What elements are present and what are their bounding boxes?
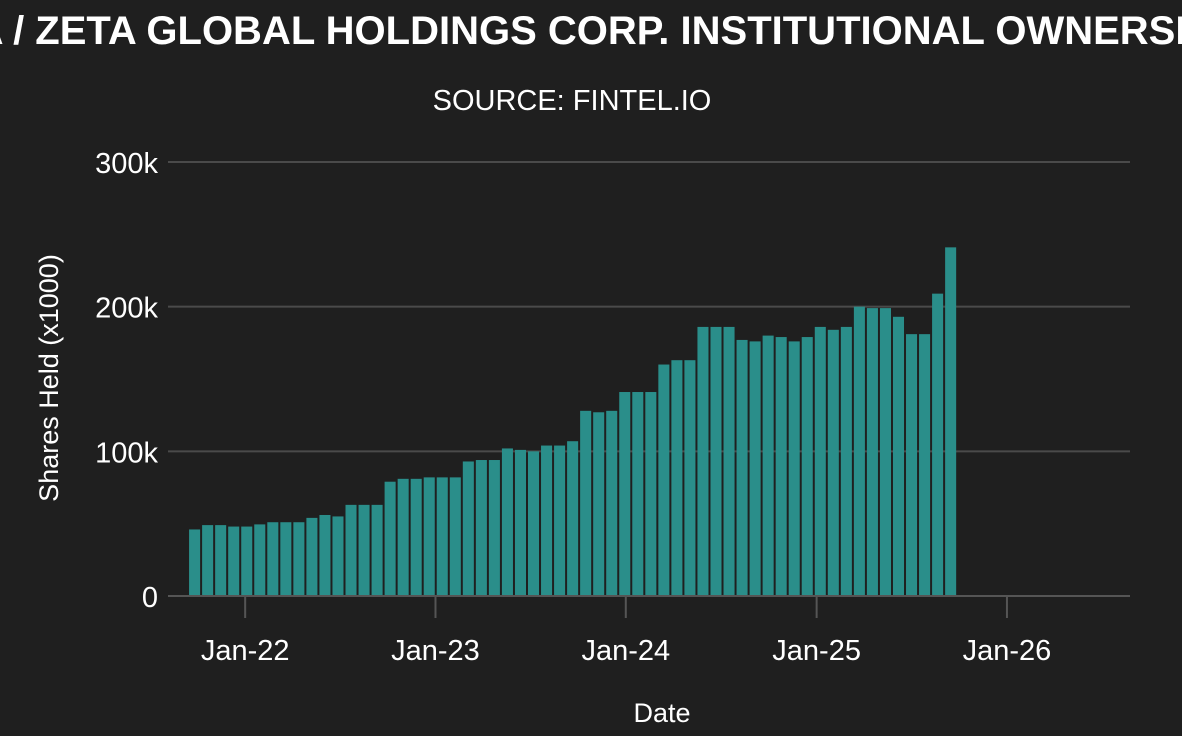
bar bbox=[788, 341, 800, 596]
bar bbox=[945, 247, 957, 596]
bar bbox=[932, 293, 944, 596]
bar bbox=[593, 412, 605, 596]
bar bbox=[567, 441, 579, 596]
bar bbox=[541, 445, 553, 596]
y-tick-label: 0 bbox=[142, 582, 158, 614]
bar bbox=[475, 460, 487, 596]
bar bbox=[658, 364, 670, 596]
bar bbox=[319, 514, 331, 596]
bar bbox=[801, 337, 813, 596]
bar bbox=[436, 477, 448, 596]
y-axis-label: Shares Held (x1000) bbox=[34, 254, 64, 502]
bar bbox=[293, 522, 305, 596]
chart-subtitle: SOURCE: FINTEL.IO bbox=[433, 85, 712, 117]
bar bbox=[514, 449, 526, 596]
x-tick-label: Jan-24 bbox=[581, 635, 670, 667]
bar bbox=[462, 461, 474, 596]
bar bbox=[684, 360, 696, 596]
bar bbox=[241, 526, 253, 596]
bar bbox=[345, 504, 357, 596]
bar bbox=[671, 360, 683, 596]
bar bbox=[228, 526, 240, 596]
bar bbox=[501, 448, 513, 596]
chart-title: ZETA / ZETA GLOBAL HOLDINGS CORP. INSTIT… bbox=[0, 9, 1182, 53]
bar bbox=[423, 477, 435, 596]
x-axis-label: Date bbox=[633, 698, 690, 728]
bar bbox=[619, 392, 631, 596]
x-tick-labels: Jan-22 Jan-23 Jan-24 Jan-25 Jan-26 bbox=[201, 635, 1051, 667]
bar bbox=[814, 326, 826, 596]
bar bbox=[527, 451, 540, 596]
bar bbox=[554, 445, 566, 596]
bar bbox=[892, 316, 905, 596]
bar bbox=[189, 529, 201, 596]
bar bbox=[775, 337, 787, 596]
bars bbox=[189, 247, 957, 596]
bar bbox=[710, 326, 722, 596]
bar bbox=[762, 335, 774, 596]
y-tick-label: 300k bbox=[95, 148, 158, 180]
bar bbox=[879, 308, 891, 596]
bar bbox=[267, 522, 279, 596]
bar bbox=[306, 517, 318, 596]
bar bbox=[580, 410, 592, 596]
bar bbox=[280, 522, 292, 596]
bar bbox=[736, 339, 748, 596]
bar bbox=[449, 477, 461, 596]
bar bbox=[358, 504, 370, 596]
y-tick-label: 200k bbox=[95, 293, 158, 325]
bar bbox=[919, 334, 931, 596]
bar bbox=[697, 326, 709, 596]
bar bbox=[371, 504, 383, 596]
bar bbox=[840, 326, 852, 596]
bar bbox=[866, 308, 878, 596]
bar bbox=[215, 525, 227, 596]
y-tick-label: 100k bbox=[95, 437, 158, 469]
bar bbox=[853, 306, 865, 596]
bar bbox=[202, 525, 214, 596]
bar bbox=[397, 478, 409, 596]
bar bbox=[606, 410, 618, 596]
x-tick-label: Jan-22 bbox=[201, 635, 290, 667]
bar bbox=[488, 460, 500, 596]
bar bbox=[254, 524, 266, 596]
bar bbox=[384, 481, 396, 596]
bar bbox=[332, 516, 344, 596]
y-tick-labels: 0 100k 200k 300k bbox=[95, 148, 158, 614]
bar bbox=[827, 329, 839, 596]
axes bbox=[168, 595, 1130, 618]
bar bbox=[906, 334, 918, 596]
bar bbox=[645, 392, 657, 596]
x-tick-label: Jan-25 bbox=[772, 635, 861, 667]
bar bbox=[632, 392, 644, 596]
bar bbox=[723, 326, 735, 596]
x-tick-label: Jan-26 bbox=[963, 635, 1052, 667]
bar bbox=[749, 341, 761, 596]
bar bbox=[410, 478, 422, 596]
x-tick-label: Jan-23 bbox=[391, 635, 480, 667]
